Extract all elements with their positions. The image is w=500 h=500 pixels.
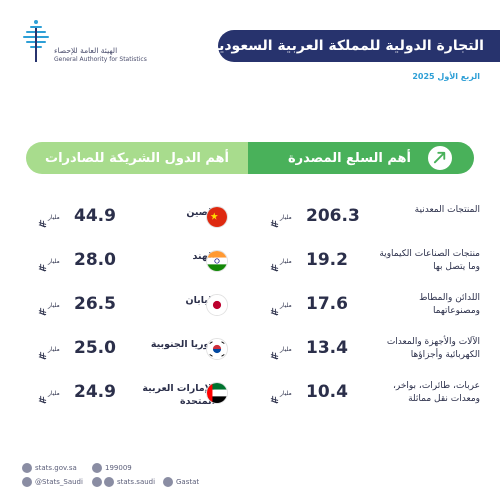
product-unit: مليار bbox=[280, 390, 292, 397]
period-label: الربع الأول 2025 bbox=[412, 72, 480, 81]
product-value: 19.2 bbox=[306, 250, 348, 270]
partner-unit: مليار bbox=[48, 346, 60, 353]
riyal-icon bbox=[270, 257, 279, 272]
gastat-logo-icon bbox=[23, 20, 49, 62]
partner-value: 28.0 bbox=[74, 250, 116, 270]
riyal-icon bbox=[38, 301, 47, 316]
product-unit: مليار bbox=[280, 346, 292, 353]
footer-phone-text: 199009 bbox=[105, 464, 132, 472]
gastat-logo: الهيئة العامة للإحصاء General Authority … bbox=[22, 18, 152, 66]
product-unit: مليار bbox=[280, 258, 292, 265]
logo-arabic-text: الهيئة العامة للإحصاء bbox=[54, 46, 118, 55]
partner-unit: مليار bbox=[48, 390, 60, 397]
product-value: 10.4 bbox=[306, 382, 348, 402]
partner-unit: مليار bbox=[48, 258, 60, 265]
facebook-icon bbox=[104, 477, 114, 487]
product-name: عربات، طائرات، بواخر، ومعدات نقل مماثلة bbox=[392, 381, 480, 404]
partner-value: 25.0 bbox=[74, 338, 116, 358]
product-unit: مليار bbox=[280, 214, 292, 221]
footer-social[interactable]: stats.saudi bbox=[92, 477, 155, 487]
page-title: التجارة الدولية للمملكة العربية السعودية bbox=[210, 38, 484, 54]
south-korea-flag-icon bbox=[206, 338, 228, 360]
logo-english-text: General Authority for Statistics bbox=[54, 56, 147, 63]
linkedin-icon bbox=[163, 477, 173, 487]
partners-section-header: أهم الدول الشريكة للصادرات bbox=[26, 142, 248, 174]
partner-name: كوريا الجنوبية bbox=[150, 339, 215, 350]
riyal-icon bbox=[38, 257, 47, 272]
product-value: 206.3 bbox=[306, 206, 360, 226]
partner-name: الهند bbox=[192, 251, 215, 262]
title-bar: التجارة الدولية للمملكة العربية السعودية bbox=[211, 30, 500, 62]
product-value: 13.4 bbox=[306, 338, 348, 358]
riyal-icon bbox=[270, 213, 279, 228]
instagram-icon bbox=[92, 477, 102, 487]
riyal-icon bbox=[270, 301, 279, 316]
china-flag-icon bbox=[206, 206, 228, 228]
riyal-icon bbox=[38, 345, 47, 360]
globe-icon bbox=[22, 463, 32, 473]
riyal-icon bbox=[38, 213, 47, 228]
footer-social-text: stats.saudi bbox=[117, 478, 156, 486]
products-section-title: أهم السلع المصدرة bbox=[288, 150, 411, 166]
riyal-icon bbox=[270, 389, 279, 404]
riyal-icon bbox=[270, 345, 279, 360]
product-name: منتجات الصناعات الكيماوية وما يتصل بها bbox=[379, 249, 480, 272]
phone-icon bbox=[92, 463, 102, 473]
partner-unit: مليار bbox=[48, 302, 60, 309]
partner-value: 24.9 bbox=[74, 382, 116, 402]
footer-phone[interactable]: 199009 bbox=[92, 463, 132, 473]
product-unit: مليار bbox=[280, 302, 292, 309]
footer-gastat[interactable]: Gastat bbox=[163, 477, 199, 487]
partner-value: 44.9 bbox=[74, 206, 116, 226]
product-name: المنتجات المعدنية bbox=[414, 205, 480, 215]
partner-unit: مليار bbox=[48, 214, 60, 221]
india-flag-icon bbox=[206, 250, 228, 272]
partner-name: الصين bbox=[186, 207, 215, 218]
partner-name: اليابان bbox=[185, 295, 215, 306]
footer-website-text: stats.gov.sa bbox=[35, 464, 77, 472]
footer-twitter-text: @Stats_Saudi bbox=[35, 478, 83, 486]
growth-arrow-icon bbox=[426, 144, 454, 172]
product-value: 17.6 bbox=[306, 294, 348, 314]
x-twitter-icon bbox=[22, 477, 32, 487]
footer-gastat-text: Gastat bbox=[176, 478, 200, 486]
partners-section-title: أهم الدول الشريكة للصادرات bbox=[45, 150, 229, 166]
product-name: الآلات والأجهزة والمعدات الكهربائية وأجز… bbox=[386, 337, 480, 360]
product-name: اللدائن والمطاط ومصنوعاتهما bbox=[419, 293, 480, 316]
riyal-icon bbox=[38, 389, 47, 404]
footer-website[interactable]: stats.gov.sa bbox=[22, 463, 77, 473]
footer-twitter[interactable]: @Stats_Saudi bbox=[22, 477, 83, 487]
uae-flag-icon bbox=[206, 382, 228, 404]
japan-flag-icon bbox=[206, 294, 228, 316]
partner-value: 26.5 bbox=[74, 294, 116, 314]
partner-name: الإمارات العربية المتحدة bbox=[142, 383, 215, 407]
